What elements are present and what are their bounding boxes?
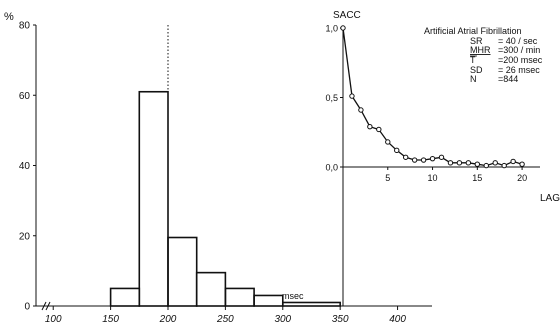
annotation-label-sd: SD bbox=[470, 65, 483, 75]
histogram-bar bbox=[281, 301, 341, 307]
autocorrelation-chart: SACC LAG 1,0 0,5 0,0 5 10 15 20 Artificial At… bbox=[325, 10, 560, 307]
histogram-axis-break bbox=[41, 301, 51, 311]
histogram-x-tick-label: 400 bbox=[389, 314, 406, 325]
autocorrelation-y-tick-label: 0,0 bbox=[325, 163, 338, 173]
annotation-value-mhr: =300 / min bbox=[498, 45, 540, 55]
autocorrelation-point bbox=[358, 107, 364, 113]
histogram-y-ticks: 0 20 40 60 80 bbox=[19, 21, 36, 313]
histogram-bar bbox=[109, 287, 141, 307]
autocorrelation-x-tick-label: 10 bbox=[428, 173, 438, 183]
autocorrelation-point bbox=[456, 160, 463, 166]
autocorrelation-y-tick-label: 1,0 bbox=[325, 24, 338, 34]
histogram-x-tick-label: 200 bbox=[159, 314, 177, 325]
annotation-label-t: T bbox=[470, 55, 476, 65]
autocorrelation-point bbox=[411, 157, 418, 163]
histogram-y-label: % bbox=[4, 11, 14, 23]
histogram-y-tick-label: 60 bbox=[19, 91, 31, 102]
autocorrelation-point bbox=[483, 162, 489, 169]
autocorrelation-x-ticks: 5 10 15 20 bbox=[385, 167, 527, 183]
autocorrelation-point bbox=[501, 162, 507, 169]
histogram-y-tick-label: 0 bbox=[24, 302, 30, 313]
autocorrelation-x-label: LAG bbox=[540, 193, 560, 204]
annotation-value-t: =200 msec bbox=[498, 55, 543, 65]
autocorrelation-point bbox=[420, 157, 427, 163]
autocorrelation-point bbox=[519, 161, 525, 167]
histogram-y-tick-label: 40 bbox=[19, 161, 31, 172]
autocorrelation-point bbox=[340, 25, 346, 31]
histogram-y-tick-label: 80 bbox=[19, 21, 31, 32]
annotation-title: Artificial Atrial Fibrillation bbox=[424, 26, 522, 36]
autocorrelation-point bbox=[447, 160, 454, 166]
histogram-bar bbox=[138, 90, 169, 307]
autocorrelation-point bbox=[438, 154, 445, 160]
annotation-label-mhr: MHR bbox=[470, 45, 491, 55]
autocorrelation-series bbox=[340, 25, 525, 169]
histogram-bar bbox=[253, 294, 284, 307]
parameter-annotation: Artificial Atrial Fibrillation SR = 40 /… bbox=[424, 26, 543, 84]
annotation-value-sr: = 40 / sec bbox=[498, 36, 538, 46]
autocorrelation-point bbox=[492, 160, 498, 166]
autocorrelation-y-tick-label: 0,5 bbox=[325, 93, 338, 103]
autocorrelation-y-ticks: 1,0 0,5 0,0 bbox=[325, 24, 343, 173]
autocorrelation-x-tick-label: 5 bbox=[385, 173, 390, 183]
autocorrelation-point bbox=[385, 139, 391, 145]
annotation-label-n: N bbox=[470, 74, 477, 84]
histogram-bars bbox=[109, 25, 341, 307]
histogram-x-ticks: 100 150 200 250 300 350 400 bbox=[45, 306, 406, 325]
autocorrelation-point bbox=[429, 155, 436, 162]
autocorrelation-point bbox=[510, 158, 516, 165]
histogram-y-tick-label: 20 bbox=[19, 231, 31, 242]
histogram-x-label: msec bbox=[282, 291, 304, 301]
annotation-value-sd: = 26 msec bbox=[498, 65, 540, 75]
histogram-bar bbox=[167, 236, 198, 307]
autocorrelation-x-tick-label: 15 bbox=[472, 173, 482, 183]
histogram-chart: % msec 0 20 40 60 80 100 150 200 250 300 350 400 bbox=[4, 11, 432, 325]
autocorrelation-point bbox=[402, 154, 409, 160]
autocorrelation-point bbox=[465, 160, 472, 166]
autocorrelation-point bbox=[394, 147, 400, 154]
autocorrelation-line bbox=[342, 27, 523, 167]
histogram-x-tick-label: 100 bbox=[45, 314, 62, 325]
annotation-value-n: =844 bbox=[498, 74, 518, 84]
autocorrelation-point bbox=[474, 161, 481, 167]
autocorrelation-point bbox=[349, 93, 355, 99]
autocorrelation-point bbox=[376, 126, 382, 133]
autocorrelation-y-label: SACC bbox=[333, 10, 361, 21]
histogram-x-tick-label: 250 bbox=[216, 314, 234, 325]
histogram-x-tick-label: 150 bbox=[102, 314, 119, 325]
autocorrelation-x-tick-label: 20 bbox=[517, 173, 527, 183]
histogram-bar bbox=[224, 287, 255, 307]
histogram-bar bbox=[195, 271, 227, 307]
autocorrelation-point bbox=[367, 123, 373, 130]
histogram-x-tick-label: 350 bbox=[332, 314, 349, 325]
annotation-label-sr: SR bbox=[470, 36, 483, 46]
histogram-x-tick-label: 300 bbox=[274, 314, 291, 325]
